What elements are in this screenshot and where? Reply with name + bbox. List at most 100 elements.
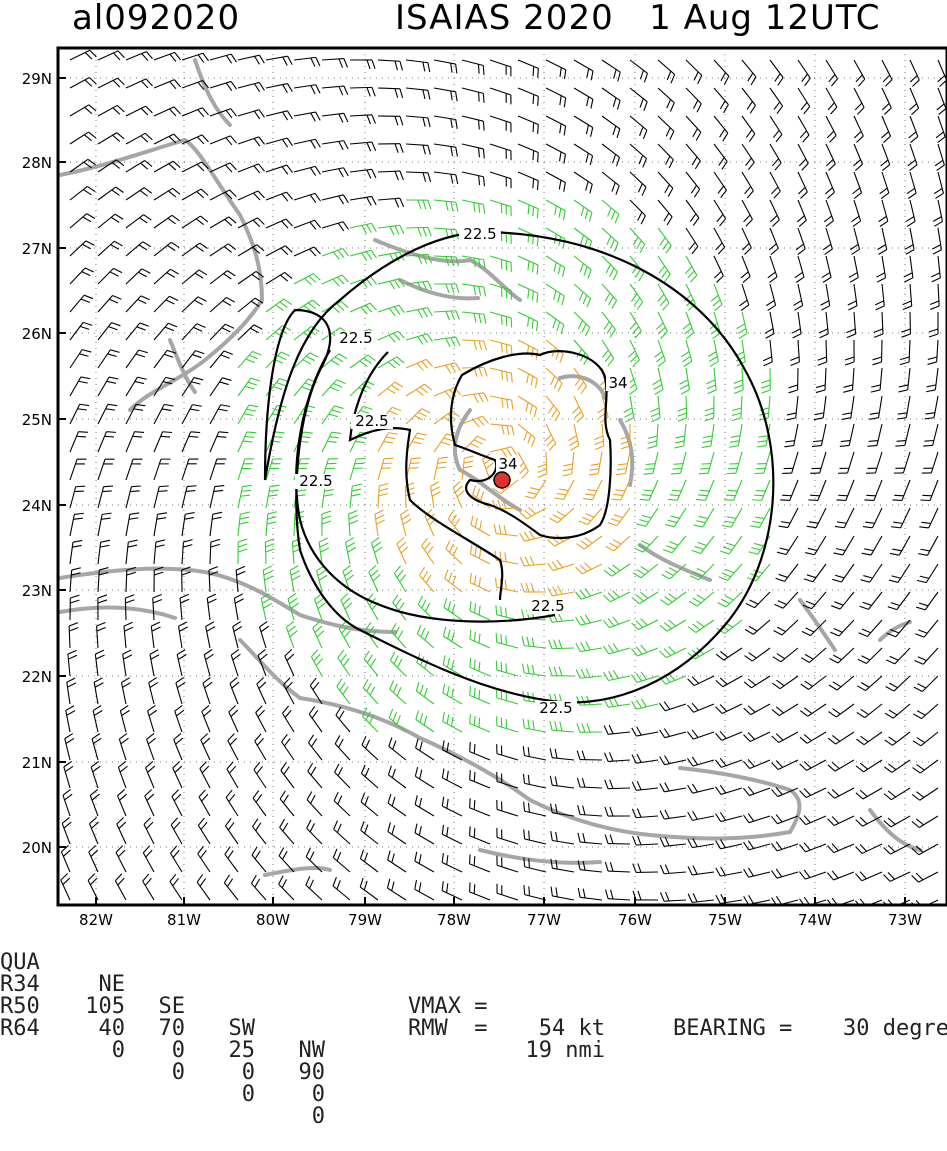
wind-barb — [854, 60, 865, 86]
wind-barb — [818, 340, 827, 365]
wind-barb — [686, 228, 698, 254]
wind-barb — [602, 256, 618, 280]
wind-barb — [522, 664, 546, 676]
wind-barb — [154, 459, 170, 480]
wind-barb — [95, 650, 104, 676]
wind-barb — [238, 351, 261, 368]
wind-barb — [828, 816, 854, 825]
wind-barb — [765, 312, 774, 338]
wind-barb — [770, 200, 779, 226]
wind-barb — [346, 538, 356, 564]
wind-barb — [67, 678, 76, 704]
wind-barb — [562, 452, 574, 476]
wind-barb — [852, 172, 861, 199]
wind-barb — [182, 432, 200, 452]
wind-barb — [884, 788, 910, 800]
wind-barb — [518, 396, 537, 417]
wind-barb — [658, 228, 671, 253]
wind-barb — [285, 650, 294, 676]
wind-barb — [546, 396, 560, 421]
wind-barb — [549, 640, 574, 649]
wind-barb — [633, 863, 658, 872]
wind-barb — [266, 111, 292, 120]
wind-barb — [742, 172, 753, 198]
wind-barb — [714, 88, 728, 113]
wind-barb — [462, 172, 484, 186]
wind-barb — [443, 712, 462, 732]
wind-barb — [406, 334, 433, 345]
wind-barb — [917, 564, 938, 583]
wind-barb — [443, 627, 462, 648]
wind-barb — [864, 480, 882, 500]
wind-barb — [406, 172, 431, 182]
wind-barb — [462, 144, 484, 158]
wind-barb — [182, 405, 202, 424]
wind-barb — [804, 564, 826, 582]
wind-barb — [497, 744, 518, 760]
wind-barb — [201, 734, 210, 760]
wind-barb — [742, 144, 754, 170]
wind-barb — [442, 797, 462, 816]
wind-barb — [254, 762, 266, 788]
wind-barb — [740, 284, 749, 311]
wind-barb — [574, 88, 593, 109]
wind-barb — [611, 480, 630, 500]
wind-barb — [179, 622, 188, 648]
wind-barb — [362, 736, 378, 760]
wind-barb — [630, 200, 645, 224]
wind-barb — [333, 849, 350, 872]
wind-barb — [266, 352, 290, 368]
wind-barb — [434, 60, 457, 73]
wind-barb — [98, 105, 124, 116]
wind-barb — [798, 88, 810, 114]
wind-barb — [857, 676, 882, 691]
wind-barb — [266, 165, 293, 174]
wind-barb — [930, 284, 939, 309]
wind-barb — [495, 551, 518, 564]
wind-barb — [549, 508, 574, 523]
wind-barb — [705, 396, 714, 421]
wind-barb — [576, 615, 602, 625]
wind-barb — [266, 56, 292, 65]
wind-barb — [773, 648, 798, 662]
wind-barb — [630, 312, 641, 338]
wind-barb — [766, 284, 775, 310]
lat-label: 28N — [22, 154, 52, 172]
wind-barb — [210, 512, 222, 536]
wind-barb — [118, 761, 127, 788]
wind-barb — [518, 172, 538, 190]
wind-barb — [929, 312, 938, 337]
wind-barb — [550, 748, 574, 760]
wind-barb — [835, 508, 854, 528]
wind-barb — [605, 834, 630, 844]
wind-barb — [711, 284, 722, 311]
wind-barb — [406, 458, 421, 480]
wind-barb — [151, 622, 160, 648]
wind-barb — [62, 817, 71, 844]
wind-barb — [227, 762, 238, 788]
wind-barb — [643, 452, 658, 474]
wind-barb — [696, 480, 714, 500]
wind-barb — [70, 540, 82, 564]
wind-barb — [378, 198, 404, 207]
wind-barb — [856, 844, 882, 853]
wind-barb — [434, 388, 461, 399]
wind-barb — [199, 790, 210, 816]
wind-barb — [686, 144, 700, 169]
wind-barb — [210, 217, 236, 228]
wind-barb — [714, 60, 729, 84]
wind-barb — [378, 484, 388, 508]
wind-barb — [120, 706, 129, 732]
wind-barb — [124, 622, 133, 648]
wind-barb — [64, 761, 73, 788]
wind-barb — [545, 424, 556, 450]
wind-barb — [826, 88, 837, 114]
wind-barb — [898, 368, 910, 392]
contour-label: 22.5 — [339, 329, 372, 347]
wind-barb — [551, 831, 574, 844]
wind-barb — [780, 480, 798, 500]
wind-barb — [546, 60, 566, 79]
col-nw: NW — [265, 1040, 325, 1062]
wind-barb — [772, 760, 798, 769]
